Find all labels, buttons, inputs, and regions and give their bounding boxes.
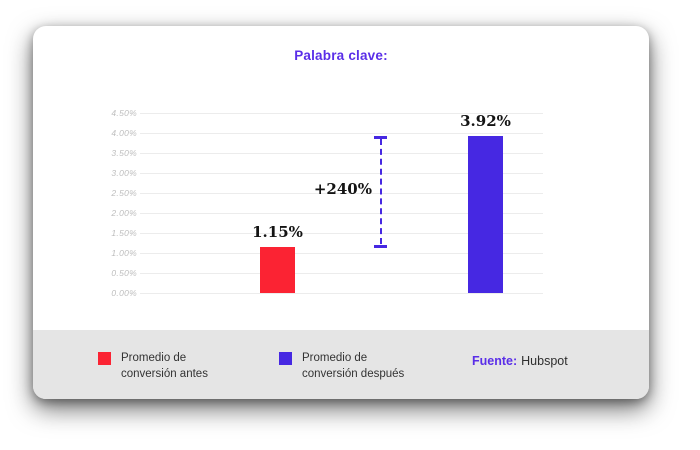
gridline [140,253,543,254]
bar-value-label: 3.92% [460,112,511,131]
bar-despues [468,136,503,293]
gridline [140,173,543,174]
legend-swatch-blue [279,352,292,365]
gridline [140,133,543,134]
bar-antes [260,247,295,293]
gridline [140,233,543,234]
y-tick-label: 1.00% [111,248,137,258]
chart-title: Palabra clave: [294,48,388,63]
y-tick-label: 3.00% [111,168,137,178]
source-label: Fuente: [472,354,518,368]
source-value: Hubspot [521,354,568,368]
gridline [140,273,543,274]
difference-cap-bottom [374,245,387,248]
chart-card: Palabra clave: Promedio de conversión an… [33,26,649,399]
gridline [140,113,543,114]
y-tick-label: 1.50% [111,228,137,238]
difference-cap-top [374,136,387,139]
legend-item-despues: Promedio de conversión después [279,350,424,382]
gridline [140,213,543,214]
y-tick-label: 4.00% [111,128,137,138]
gridline [140,193,543,194]
y-tick-label: 2.50% [111,188,137,198]
y-tick-label: 3.50% [111,148,137,158]
legend-swatch-red [98,352,111,365]
y-tick-label: 0.50% [111,268,137,278]
y-tick-label: 4.50% [111,108,137,118]
legend-label-despues: Promedio de conversión después [302,352,405,380]
gridline [140,293,543,294]
difference-connector [380,139,382,244]
gridline [140,153,543,154]
chart-footer: Promedio de conversión antes Promedio de… [33,330,649,399]
y-tick-label: 2.00% [111,208,137,218]
legend-label-antes: Promedio de conversión antes [121,352,208,380]
y-tick-label: 0.00% [111,288,137,298]
bar-value-label: 1.15% [252,223,303,241]
legend-item-antes: Promedio de conversión antes [98,350,243,382]
difference-label: +240% [313,179,372,198]
source-note: Fuente: Hubspot [472,354,568,368]
